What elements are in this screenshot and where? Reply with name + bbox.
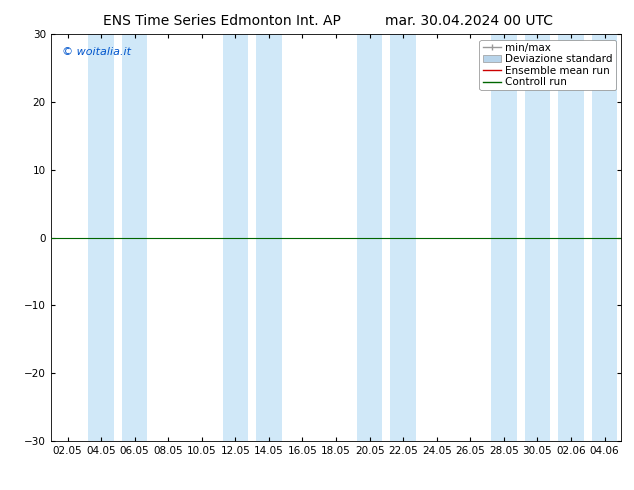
Bar bbox=[88, 34, 114, 441]
Text: ENS Time Series Edmonton Int. AP: ENS Time Series Edmonton Int. AP bbox=[103, 14, 341, 28]
Bar bbox=[223, 34, 248, 441]
Bar bbox=[122, 34, 147, 441]
Bar bbox=[391, 34, 416, 441]
Bar bbox=[558, 34, 584, 441]
Legend: min/max, Deviazione standard, Ensemble mean run, Controll run: min/max, Deviazione standard, Ensemble m… bbox=[479, 40, 616, 91]
Text: © woitalia.it: © woitalia.it bbox=[62, 47, 131, 56]
Text: mar. 30.04.2024 00 UTC: mar. 30.04.2024 00 UTC bbox=[385, 14, 553, 28]
Bar bbox=[357, 34, 382, 441]
Bar bbox=[525, 34, 550, 441]
Bar bbox=[491, 34, 517, 441]
Bar bbox=[256, 34, 281, 441]
Bar bbox=[592, 34, 618, 441]
